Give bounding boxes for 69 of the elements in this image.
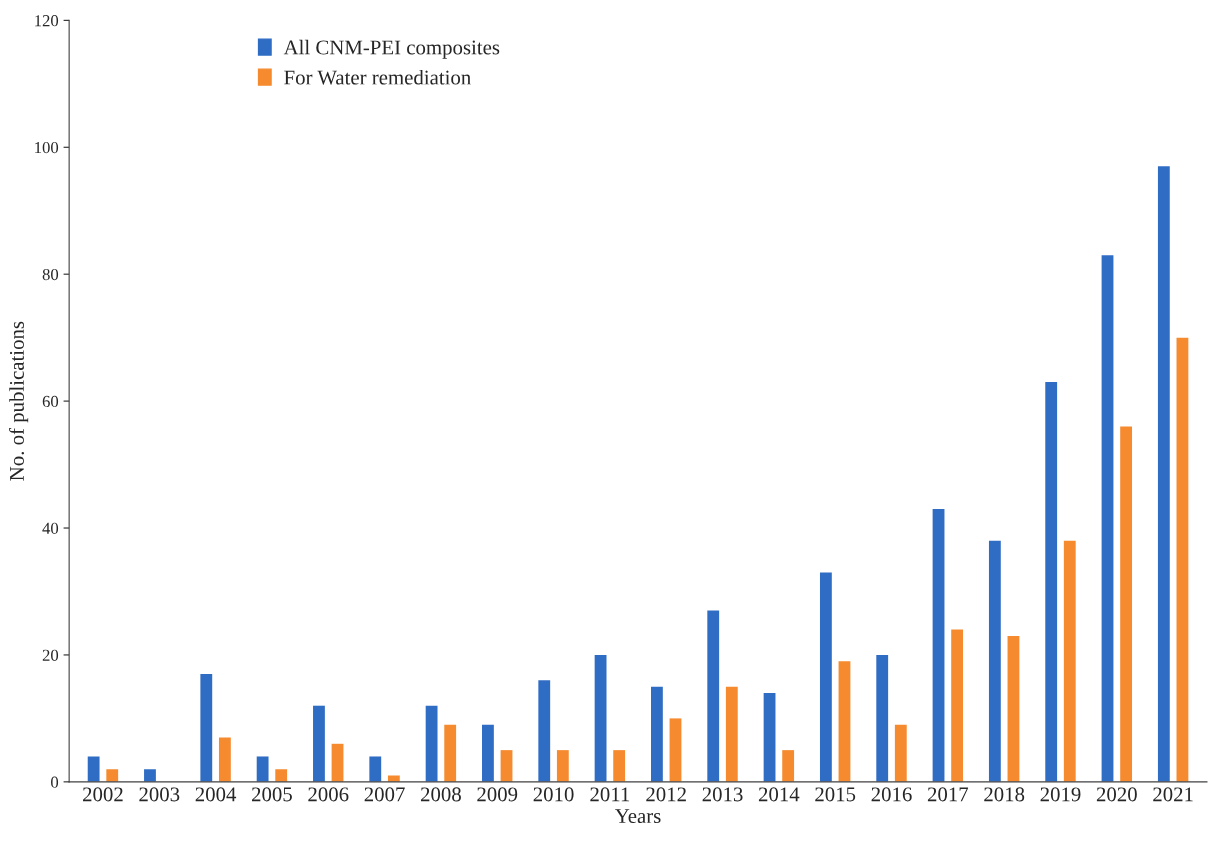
bar bbox=[500, 750, 513, 782]
bar bbox=[256, 756, 269, 782]
bar bbox=[1007, 635, 1020, 782]
bar bbox=[1157, 166, 1170, 782]
bar bbox=[425, 705, 438, 782]
bar bbox=[1045, 382, 1058, 782]
bar bbox=[951, 629, 964, 782]
x-tick-label: 2019 bbox=[1040, 787, 1081, 802]
x-tick-label: 2002 bbox=[83, 787, 123, 802]
y-tick-label: 0 bbox=[51, 776, 59, 788]
x-tick-label: 2014 bbox=[758, 787, 800, 802]
bar bbox=[275, 769, 288, 782]
x-tick-label: 2006 bbox=[308, 787, 349, 802]
bar bbox=[444, 724, 457, 782]
bar bbox=[819, 572, 832, 782]
bar bbox=[556, 750, 569, 782]
bar bbox=[876, 654, 889, 782]
bar bbox=[1120, 426, 1133, 782]
bar bbox=[144, 769, 156, 782]
bar bbox=[650, 686, 663, 782]
y-tick-label: 20 bbox=[42, 649, 59, 661]
y-tick-label: 60 bbox=[42, 395, 59, 408]
y-tick-label: 40 bbox=[42, 522, 59, 534]
bar bbox=[369, 756, 382, 782]
legend-label: For Water remediation bbox=[284, 69, 471, 85]
bar bbox=[218, 737, 231, 782]
bar bbox=[482, 724, 494, 782]
x-tick-label: 2012 bbox=[646, 787, 686, 802]
bar bbox=[313, 705, 325, 782]
legend-label: All CNM-PEI composites bbox=[283, 39, 500, 59]
bar bbox=[932, 508, 945, 782]
bar bbox=[594, 654, 607, 782]
bar bbox=[200, 673, 213, 782]
bar bbox=[838, 661, 851, 782]
x-tick-label: 2005 bbox=[252, 787, 292, 802]
bar bbox=[707, 610, 720, 782]
bar bbox=[669, 718, 682, 782]
x-tick-label: 2018 bbox=[984, 787, 1025, 802]
x-tick-label: 2007 bbox=[364, 787, 405, 802]
bar bbox=[725, 686, 738, 782]
x-tick-label: 2013 bbox=[702, 787, 743, 802]
x-tick-label: 2011 bbox=[590, 787, 630, 802]
bar bbox=[538, 680, 551, 782]
bar bbox=[1063, 540, 1076, 782]
bar bbox=[331, 743, 344, 782]
bar bbox=[613, 750, 626, 782]
x-tick-label: 2015 bbox=[815, 787, 856, 802]
x-tick-label: 2016 bbox=[871, 787, 912, 802]
x-tick-label: 2003 bbox=[139, 787, 180, 802]
x-tick-label: 2010 bbox=[533, 787, 574, 802]
x-tick-label: 2009 bbox=[477, 787, 518, 802]
bar bbox=[1101, 255, 1114, 782]
x-tick-label: 2008 bbox=[420, 787, 461, 802]
bar bbox=[782, 750, 795, 782]
x-tick-label: 2021 bbox=[1153, 787, 1193, 802]
y-tick-label: 120 bbox=[35, 15, 59, 27]
bar bbox=[106, 769, 119, 782]
y-axis-title: No. of publications bbox=[9, 321, 29, 481]
y-tick-label: 100 bbox=[35, 141, 59, 154]
x-tick-label: 2017 bbox=[927, 787, 969, 802]
y-tick-label: 80 bbox=[42, 268, 59, 281]
x-tick-label: 2004 bbox=[195, 787, 237, 802]
bar bbox=[894, 724, 907, 782]
bar bbox=[87, 756, 100, 782]
bar bbox=[988, 540, 1001, 782]
bar bbox=[1176, 337, 1189, 782]
x-axis-title: Years bbox=[615, 809, 661, 824]
x-tick-label: 2020 bbox=[1096, 787, 1137, 802]
bar bbox=[763, 693, 776, 782]
